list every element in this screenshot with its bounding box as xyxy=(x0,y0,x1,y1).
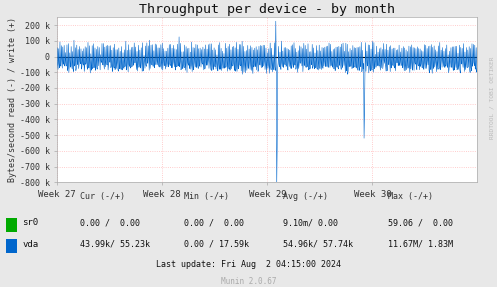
Text: Last update: Fri Aug  2 04:15:00 2024: Last update: Fri Aug 2 04:15:00 2024 xyxy=(156,261,341,269)
Text: Cur (-/+): Cur (-/+) xyxy=(80,193,125,201)
Text: 54.96k/ 57.74k: 54.96k/ 57.74k xyxy=(283,240,353,249)
Text: 9.10m/ 0.00: 9.10m/ 0.00 xyxy=(283,218,338,227)
Text: Min (-/+): Min (-/+) xyxy=(184,193,229,201)
Text: vda: vda xyxy=(22,240,38,249)
Text: Munin 2.0.67: Munin 2.0.67 xyxy=(221,277,276,286)
Text: 43.99k/ 55.23k: 43.99k/ 55.23k xyxy=(80,240,150,249)
Text: RRDTOOL / TOBI OETIKER: RRDTOOL / TOBI OETIKER xyxy=(490,56,495,139)
Text: Avg (-/+): Avg (-/+) xyxy=(283,193,329,201)
Text: 11.67M/ 1.83M: 11.67M/ 1.83M xyxy=(388,240,453,249)
Text: 0.00 /  0.00: 0.00 / 0.00 xyxy=(80,218,140,227)
Text: 0.00 / 17.59k: 0.00 / 17.59k xyxy=(184,240,249,249)
Title: Throughput per device - by month: Throughput per device - by month xyxy=(139,3,395,16)
Y-axis label: Bytes/second read (-) / write (+): Bytes/second read (-) / write (+) xyxy=(8,17,17,182)
Text: 59.06 /  0.00: 59.06 / 0.00 xyxy=(388,218,453,227)
Text: Max (-/+): Max (-/+) xyxy=(388,193,433,201)
Text: 0.00 /  0.00: 0.00 / 0.00 xyxy=(184,218,244,227)
Text: sr0: sr0 xyxy=(22,218,38,227)
